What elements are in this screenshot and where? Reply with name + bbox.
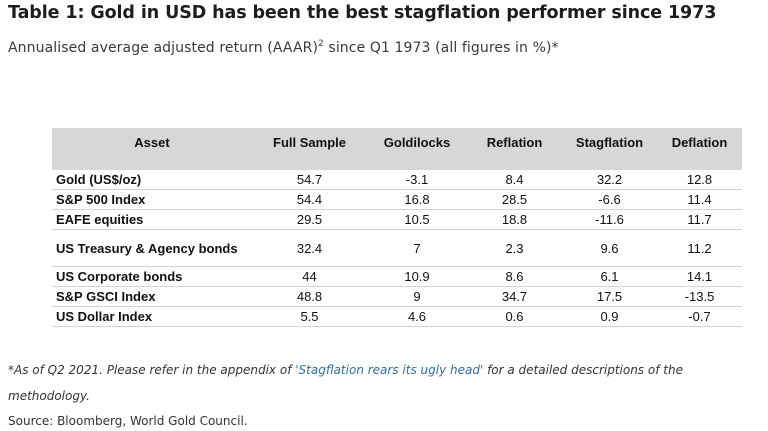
returns-table: Asset Full Sample Goldilocks Reflation Stagf… [52,128,742,327]
appendix-link[interactable]: 'Stagflation rears its ugly head' [295,363,484,377]
column-header-reflation: Reflation [467,128,562,170]
value-cell: 11.7 [657,209,742,230]
value-cell: -13.5 [657,286,742,307]
table-row: Gold (US$/oz) 54.7 -3.1 8.4 32.2 12.8 [52,170,742,190]
value-cell: 8.6 [467,266,562,287]
value-cell: 32.4 [252,229,367,267]
asset-name-cell: US Corporate bonds [52,266,252,287]
value-cell: 14.1 [657,266,742,287]
value-cell: -3.1 [367,170,467,190]
table-header-row: Asset Full Sample Goldilocks Reflation Stagf… [52,128,742,170]
subtitle-text: Annualised average adjusted return (AAAR… [8,40,319,56]
subtitle-footnote-marker: 2 [318,39,324,49]
table-row: US Corporate bonds 44 10.9 8.6 6.1 14.1 [52,266,742,287]
value-cell: 44 [252,266,367,287]
value-cell: 7 [367,229,467,267]
asset-name-cell: S&P GSCI Index [52,286,252,307]
asset-name-cell: US Treasury & Agency bonds [52,229,252,267]
value-cell: -0.7 [657,306,742,327]
asset-name-cell: US Dollar Index [52,306,252,327]
table-row: US Dollar Index 5.5 4.6 0.6 0.9 -0.7 [52,306,742,327]
table-row: EAFE equities 29.5 10.5 18.8 -11.6 11.7 [52,209,742,230]
value-cell: 54.7 [252,170,367,190]
value-cell: 11.4 [657,189,742,210]
value-cell: 9.6 [562,229,657,267]
asset-name-cell: Gold (US$/oz) [52,170,252,190]
value-cell: 12.8 [657,170,742,190]
value-cell: 9 [367,286,467,307]
value-cell: 54.4 [252,189,367,210]
source-note: Source: Bloomberg, World Gold Council. [8,414,248,428]
asset-name-cell: S&P 500 Index [52,189,252,210]
value-cell: 0.6 [467,306,562,327]
value-cell: 0.9 [562,306,657,327]
value-cell: 2.3 [467,229,562,267]
value-cell: 16.8 [367,189,467,210]
value-cell: 4.6 [367,306,467,327]
value-cell: 10.5 [367,209,467,230]
value-cell: 48.8 [252,286,367,307]
column-header-stagflation: Stagflation [562,128,657,170]
table-row: S&P 500 Index 54.4 16.8 28.5 -6.6 11.4 [52,189,742,210]
column-header-full-sample: Full Sample [252,128,367,170]
value-cell: 6.1 [562,266,657,287]
asset-name-cell: EAFE equities [52,209,252,230]
footnote-text-end: for a detailed descriptions of the metho… [8,363,683,403]
value-cell: 5.5 [252,306,367,327]
data-table-container: Asset Full Sample Goldilocks Reflation Stagf… [52,128,742,327]
footnote-text: *As of Q2 2021. Please refer in the appe… [8,363,296,377]
footnote: *As of Q2 2021. Please refer in the appe… [8,357,768,409]
value-cell: 28.5 [467,189,562,210]
value-cell: 18.8 [467,209,562,230]
column-header-asset: Asset [52,128,252,170]
value-cell: 10.9 [367,266,467,287]
subtitle-text-end: since Q1 1973 (all figures in %)* [323,40,559,56]
table-body: Gold (US$/oz) 54.7 -3.1 8.4 32.2 12.8 S&P 500 … [52,170,742,327]
value-cell: 8.4 [467,170,562,190]
value-cell: 17.5 [562,286,657,307]
value-cell: 11.2 [657,229,742,267]
table-row: S&P GSCI Index 48.8 9 34.7 17.5 -13.5 [52,286,742,307]
value-cell: 34.7 [467,286,562,307]
table-row: US Treasury & Agency bonds 32.4 7 2.3 9.6 11.… [52,229,742,267]
value-cell: -11.6 [562,209,657,230]
value-cell: -6.6 [562,189,657,210]
table-subtitle: Annualised average adjusted return (AAAR… [8,39,559,56]
value-cell: 29.5 [252,209,367,230]
column-header-goldilocks: Goldilocks [367,128,467,170]
table-title: Table 1: Gold in USD has been the best s… [8,3,717,23]
column-header-deflation: Deflation [657,128,742,170]
value-cell: 32.2 [562,170,657,190]
